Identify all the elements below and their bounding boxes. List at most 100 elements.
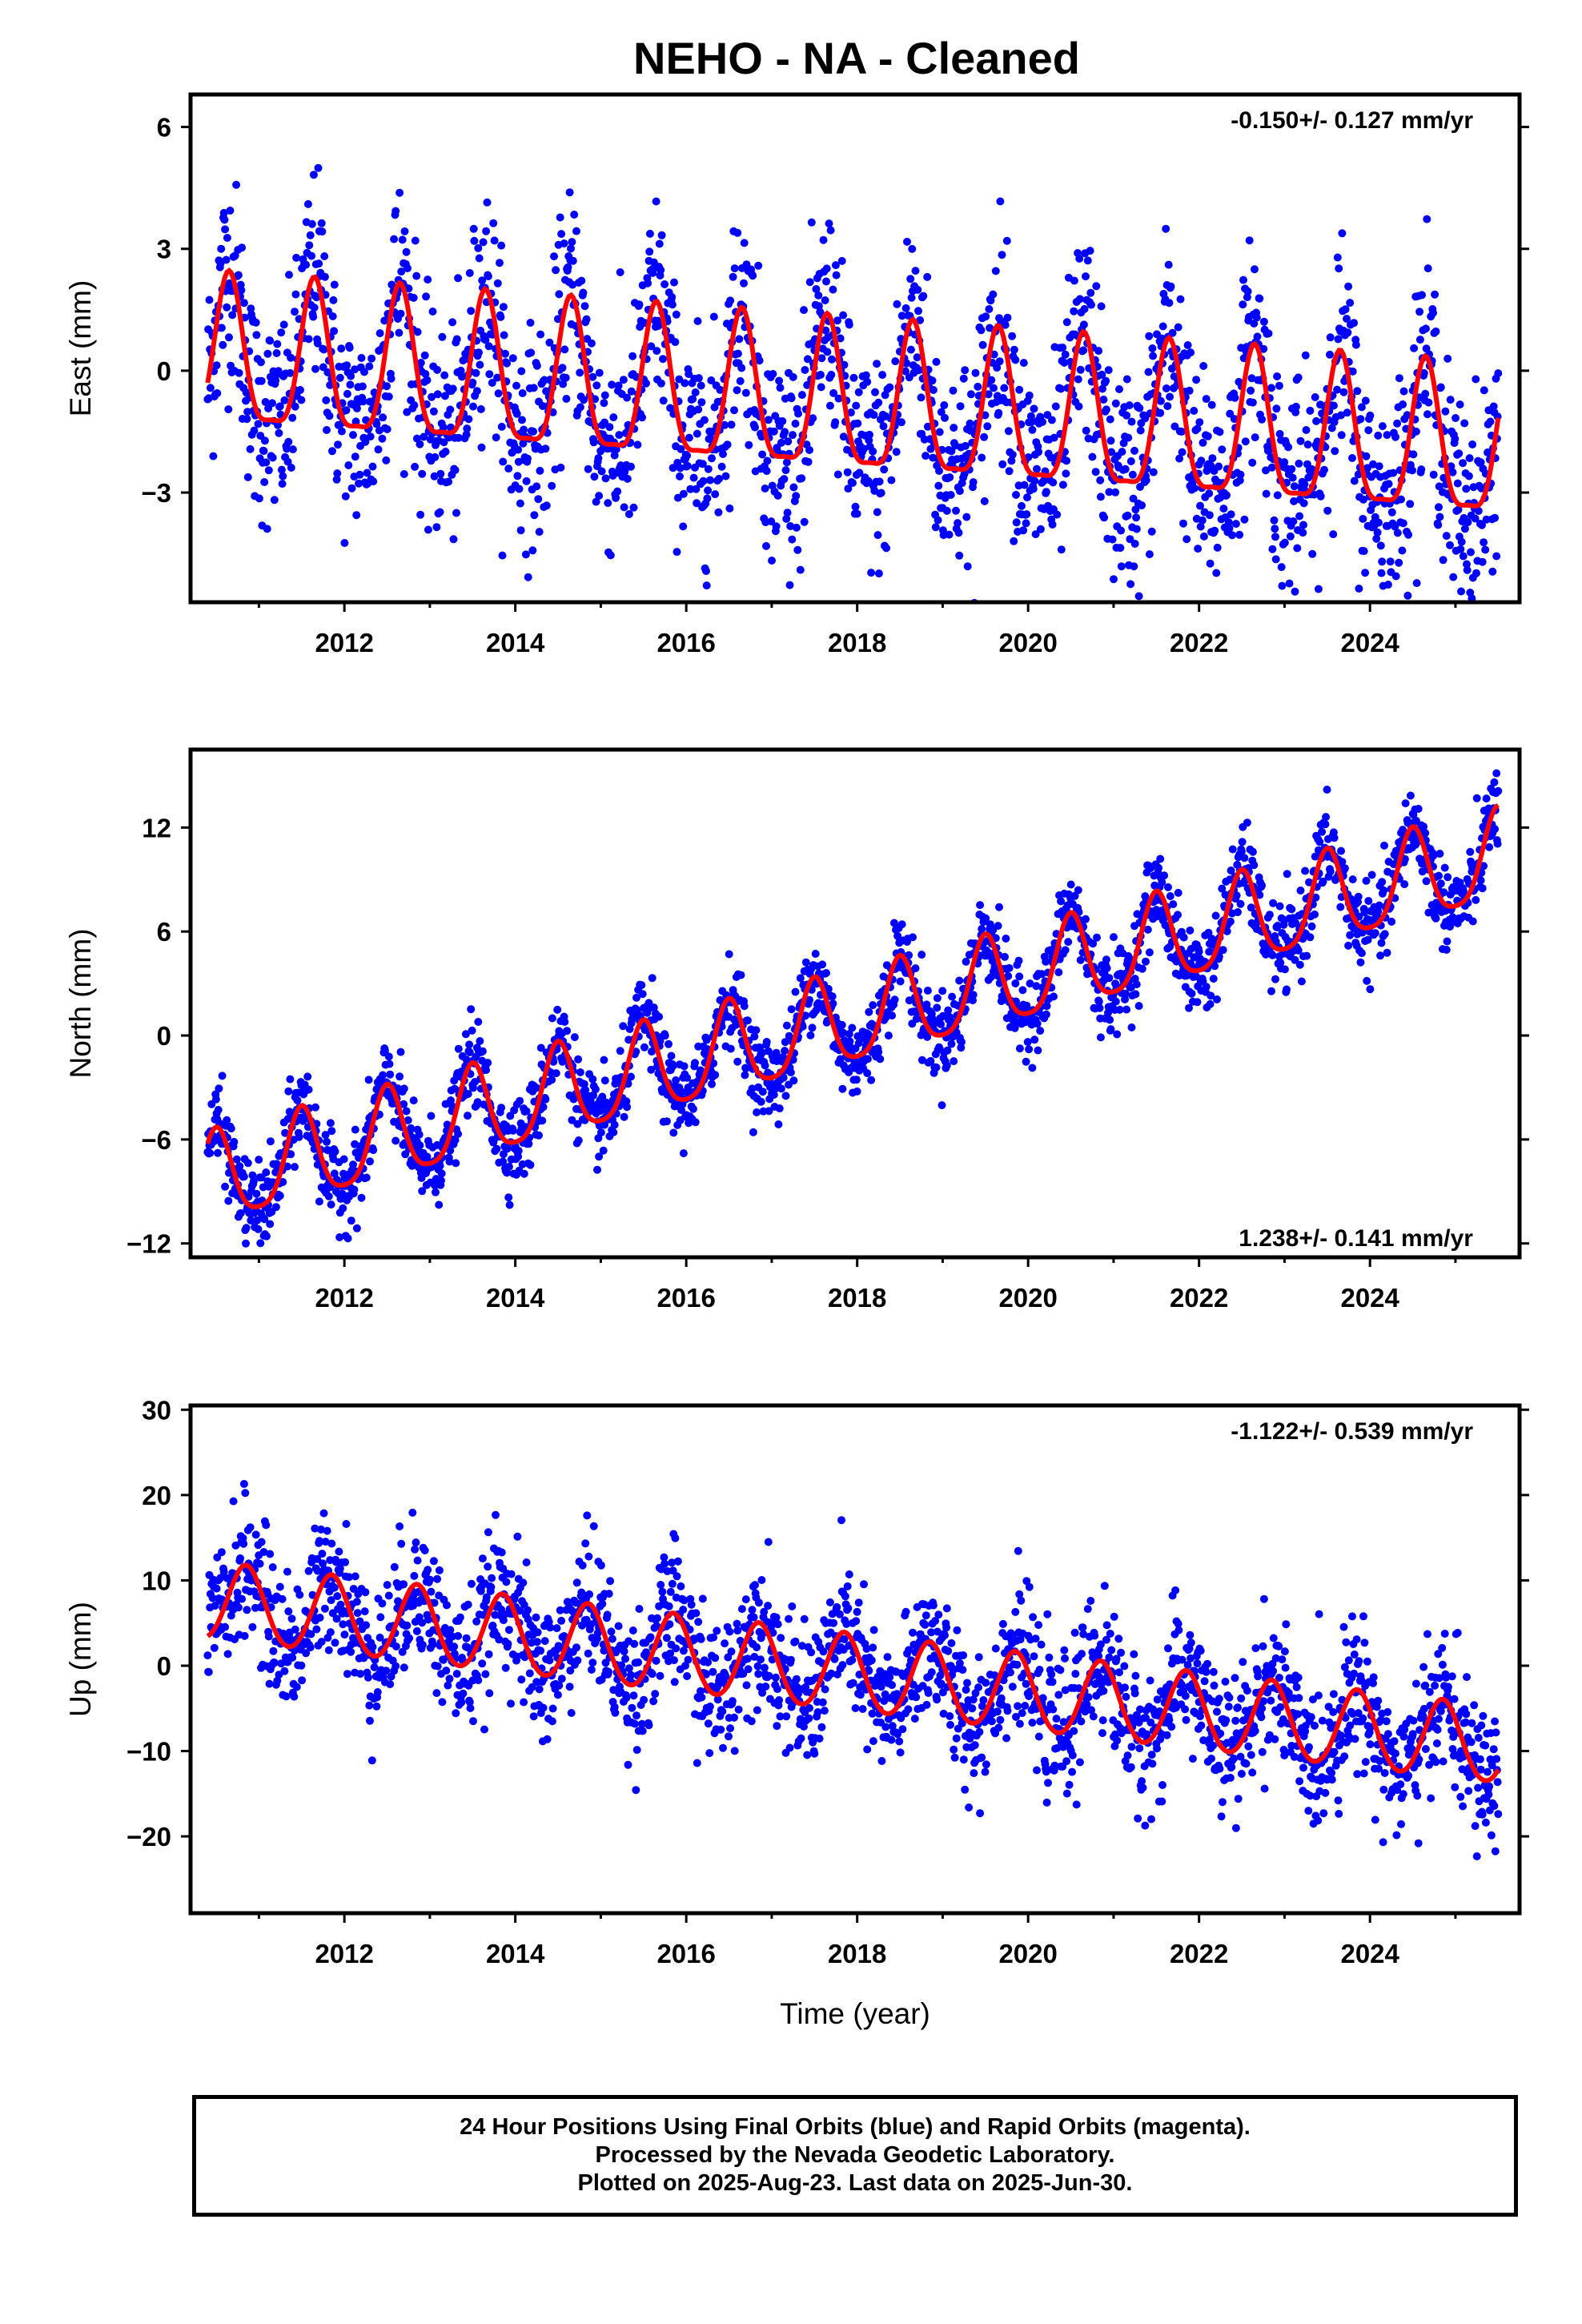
data-point [323, 426, 331, 434]
data-point [443, 1120, 452, 1129]
data-point [740, 239, 749, 247]
data-point [1145, 332, 1154, 340]
data-point [576, 1068, 584, 1076]
data-point [637, 981, 646, 990]
data-point [398, 235, 407, 244]
data-point [615, 431, 624, 440]
data-point [284, 1087, 293, 1096]
data-point [332, 475, 341, 484]
data-point [524, 1140, 533, 1148]
data-point [1185, 1003, 1193, 1012]
data-point [496, 259, 504, 267]
data-point [1403, 411, 1411, 420]
data-point [1231, 393, 1239, 402]
data-point [1250, 320, 1259, 328]
data-point [955, 551, 964, 560]
data-point [1372, 534, 1381, 543]
data-point [649, 1003, 658, 1012]
data-point [1311, 910, 1319, 919]
data-point [1326, 350, 1334, 359]
data-point [661, 280, 669, 288]
data-point [488, 379, 496, 387]
data-point [307, 219, 316, 228]
data-point [206, 384, 215, 392]
data-point [1050, 992, 1058, 1001]
data-point [514, 1152, 523, 1161]
data-point [1192, 972, 1201, 981]
data-point [579, 288, 588, 297]
data-point [1227, 510, 1235, 519]
data-point [323, 1137, 331, 1146]
data-point [386, 1070, 395, 1079]
data-point [828, 355, 836, 364]
data-point [1007, 456, 1016, 465]
data-point [878, 371, 887, 380]
data-point [387, 374, 396, 383]
data-point [1348, 367, 1357, 376]
data-point [980, 497, 989, 505]
data-point [263, 349, 272, 358]
data-point [911, 964, 920, 973]
data-point [1377, 939, 1386, 947]
data-point [1102, 955, 1110, 964]
data-point [339, 1155, 348, 1164]
data-point [282, 1692, 291, 1701]
data-point [655, 239, 664, 248]
data-point [671, 338, 680, 347]
data-point [1276, 959, 1285, 967]
data-point [396, 1047, 405, 1056]
data-point [1232, 891, 1241, 900]
data-point [943, 1046, 952, 1055]
y-tick-label: 6 [157, 113, 171, 143]
data-point [659, 355, 667, 364]
data-point [1134, 1002, 1143, 1011]
data-point [938, 1101, 946, 1110]
data-point [1451, 435, 1460, 443]
data-point [363, 468, 371, 477]
data-point [867, 569, 876, 577]
data-point [1047, 416, 1056, 424]
data-point [954, 519, 962, 528]
data-point [921, 452, 930, 460]
data-point [1087, 300, 1095, 309]
data-point [1075, 255, 1084, 263]
data-point [416, 1141, 424, 1150]
data-point [1446, 923, 1454, 931]
data-point [905, 951, 913, 959]
data-point [309, 171, 318, 179]
data-point [353, 1609, 362, 1618]
data-point [1213, 543, 1222, 552]
data-point [1429, 308, 1437, 317]
data-point [587, 339, 596, 348]
data-point [1406, 791, 1415, 800]
data-point [206, 1148, 215, 1157]
data-point [867, 1076, 876, 1084]
x-tick-label: 2018 [828, 628, 886, 657]
data-point [933, 1003, 942, 1012]
data-point [1403, 591, 1412, 600]
data-point [1194, 545, 1203, 553]
data-point [1158, 878, 1166, 887]
data-point [283, 457, 292, 466]
data-point [526, 1160, 535, 1169]
data-point [675, 375, 684, 384]
data-point [298, 1676, 307, 1685]
data-point [229, 1497, 238, 1506]
data-point [409, 293, 418, 302]
data-point [416, 510, 425, 519]
data-point [556, 463, 565, 472]
data-point [1296, 887, 1305, 895]
data-point [413, 328, 422, 336]
data-point [504, 1162, 513, 1171]
data-point [1337, 431, 1346, 440]
data-point [1154, 863, 1163, 872]
data-point [1144, 368, 1153, 376]
data-point [465, 269, 474, 277]
data-point [1023, 493, 1031, 502]
data-point [1300, 480, 1309, 489]
data-point [1474, 507, 1483, 515]
data-point [527, 348, 536, 357]
data-point [1142, 957, 1150, 966]
data-point [1022, 510, 1031, 519]
data-point [475, 254, 484, 263]
